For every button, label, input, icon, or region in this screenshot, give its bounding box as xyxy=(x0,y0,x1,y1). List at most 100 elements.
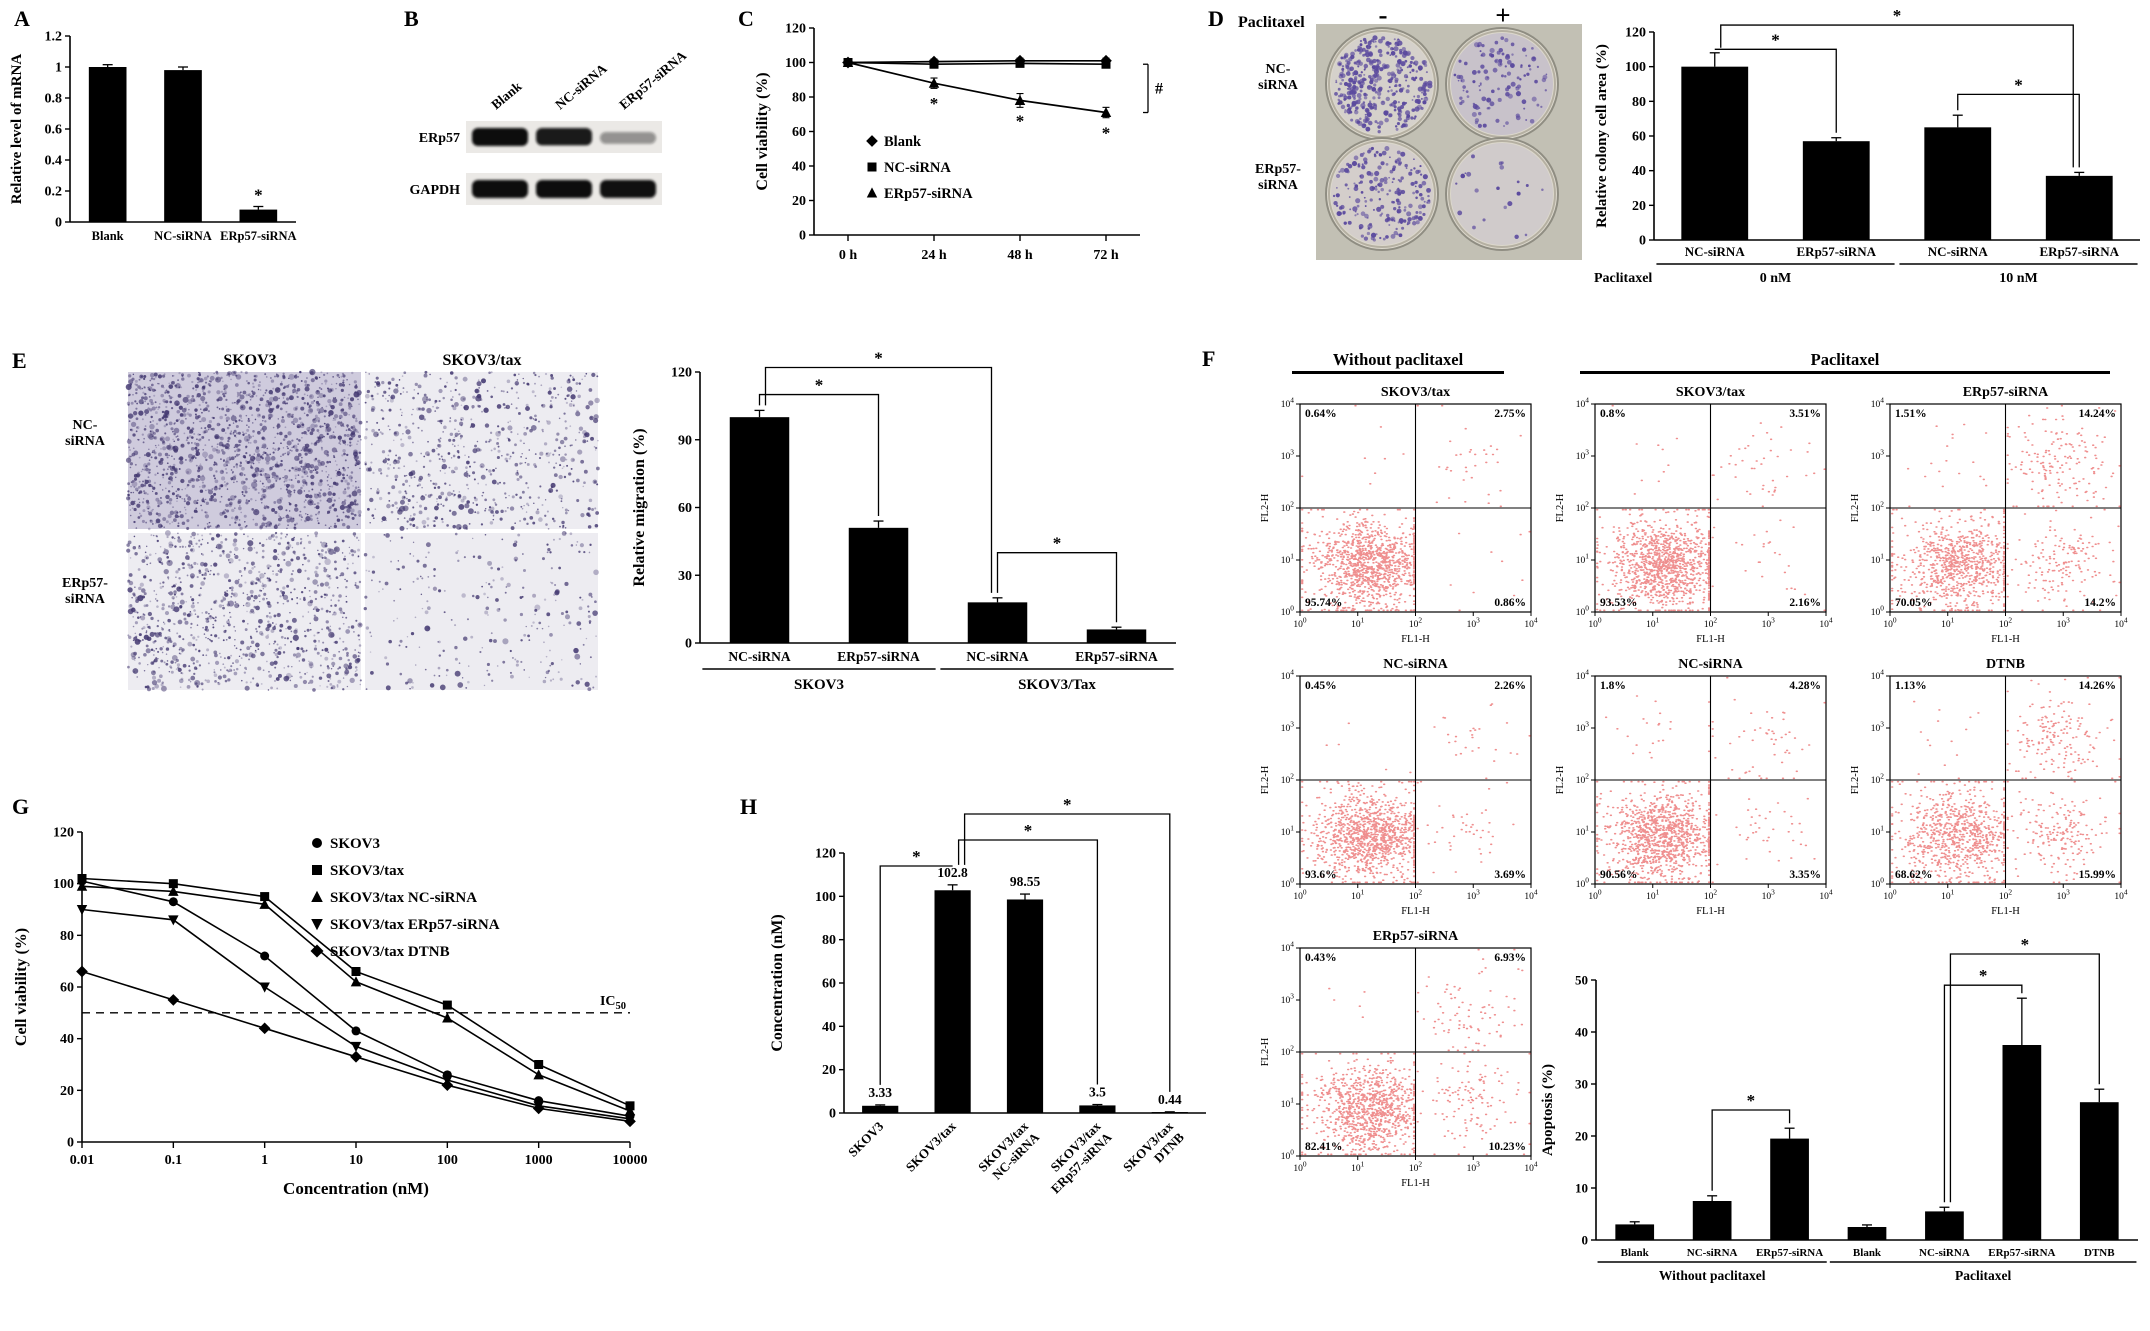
paclitaxel-minus-symbol: - xyxy=(1378,0,1388,30)
svg-text:40: 40 xyxy=(60,1032,74,1047)
blot-band xyxy=(536,128,592,146)
migration-row-label-erp57-sirna: ERp57- siRNA xyxy=(62,576,108,608)
flow-dots xyxy=(1301,703,1531,884)
svg-text:Blank: Blank xyxy=(884,134,922,150)
svg-text:SKOV3/tax ERp57-siRNA: SKOV3/tax ERp57-siRNA xyxy=(330,917,500,933)
svg-text:NC-siRNA: NC-siRNA xyxy=(1685,244,1746,259)
svg-text:*: * xyxy=(2021,935,2030,954)
svg-text:100: 100 xyxy=(1281,876,1295,890)
svg-text:ERp57-siRNA: ERp57-siRNA xyxy=(2040,244,2120,259)
panel-label-e: E xyxy=(12,348,27,373)
svg-text:103: 103 xyxy=(1467,888,1481,902)
svg-text:ERp57-siRNA: ERp57-siRNA xyxy=(837,649,920,664)
svg-text:0 nM: 0 nM xyxy=(1760,271,1792,286)
svg-text:102: 102 xyxy=(1999,616,2013,630)
svg-text:0: 0 xyxy=(799,229,806,244)
bar xyxy=(1770,1138,1809,1240)
bar xyxy=(2002,1045,2042,1240)
svg-text:*: * xyxy=(1016,111,1025,130)
panel-label-f: F xyxy=(1202,346,1216,371)
svg-text:FL2-H: FL2-H xyxy=(1850,493,1861,522)
migration-col-header-skov3tax: SKOV3/tax xyxy=(442,352,522,369)
bar xyxy=(2079,1102,2119,1240)
blot-band xyxy=(600,132,656,144)
svg-text:FL1-H: FL1-H xyxy=(1401,906,1430,917)
svg-text:95.74%: 95.74% xyxy=(1305,597,1342,609)
svg-text:10.23%: 10.23% xyxy=(1489,1141,1526,1153)
colony-area-bar-chart: 0 20 40 60 80 100 120 Relative colony cell area… xyxy=(1594,6,2140,286)
svg-text:103: 103 xyxy=(1871,448,1885,462)
svg-text:FL1-H: FL1-H xyxy=(1696,906,1725,917)
svg-text:100: 100 xyxy=(1625,60,1646,75)
svg-text:50: 50 xyxy=(1575,973,1588,988)
panel-label-b: B xyxy=(404,6,419,31)
bar xyxy=(848,527,909,643)
bar xyxy=(862,1105,899,1113)
colony-row-label-erp57-sirna: ERp57- siRNA xyxy=(1255,162,1301,194)
svg-text:120: 120 xyxy=(785,22,806,37)
svg-text:FL2-H: FL2-H xyxy=(1850,765,1861,794)
svg-text:Paclitaxel: Paclitaxel xyxy=(1955,1268,2011,1283)
svg-text:0.86%: 0.86% xyxy=(1494,597,1526,609)
svg-text:101: 101 xyxy=(1281,824,1295,838)
svg-text:90.56%: 90.56% xyxy=(1600,869,1637,881)
bar xyxy=(1924,127,1992,240)
svg-text:Blank: Blank xyxy=(92,229,124,243)
svg-text:101: 101 xyxy=(1871,552,1885,566)
svg-text:103: 103 xyxy=(1871,720,1885,734)
svg-text:Blank: Blank xyxy=(488,78,524,112)
svg-text:ERp57-siRNA: ERp57-siRNA xyxy=(1988,1247,2055,1259)
svg-text:103: 103 xyxy=(1576,720,1590,734)
bar xyxy=(1079,1105,1116,1113)
svg-text:60: 60 xyxy=(60,981,74,996)
flow-dots xyxy=(1891,404,2121,612)
svg-text:102: 102 xyxy=(1704,888,1718,902)
svg-text:100: 100 xyxy=(1871,876,1885,890)
svg-text:0.6: 0.6 xyxy=(45,123,63,138)
svg-text:1.51%: 1.51% xyxy=(1895,408,1927,420)
svg-text:GAPDH: GAPDH xyxy=(409,183,460,198)
svg-text:103: 103 xyxy=(1467,1160,1481,1174)
svg-text:SKOV3/Tax: SKOV3/Tax xyxy=(1018,677,1096,693)
svg-text:ERp57-siRNA: ERp57-siRNA xyxy=(1963,385,2049,400)
flow-dots xyxy=(1596,404,1826,612)
svg-text:100: 100 xyxy=(1871,604,1885,618)
svg-text:0.43%: 0.43% xyxy=(1305,952,1337,964)
svg-text:*: * xyxy=(1747,1091,1756,1110)
dose-response-chart: 0 20 40 60 80 100 120 Cell viability (%) 0.01 0.1… xyxy=(13,826,648,1199)
svg-text:72 h: 72 h xyxy=(1093,248,1119,263)
svg-text:4.28%: 4.28% xyxy=(1789,680,1821,692)
svg-text:FL1-H: FL1-H xyxy=(1991,906,2020,917)
svg-text:100: 100 xyxy=(53,877,74,892)
svg-text:100: 100 xyxy=(1293,888,1307,902)
svg-text:1: 1 xyxy=(55,61,62,76)
svg-text:NC-siRNA: NC-siRNA xyxy=(884,160,951,176)
svg-text:SKOV3/tax: SKOV3/tax xyxy=(330,863,405,879)
svg-text:100: 100 xyxy=(1281,604,1295,618)
paclitaxel-treatment-label: Paclitaxel xyxy=(1238,14,1305,31)
svg-text:103: 103 xyxy=(2057,616,2071,630)
svg-text:120: 120 xyxy=(671,366,692,381)
svg-text:3.35%: 3.35% xyxy=(1789,869,1821,881)
svg-text:102: 102 xyxy=(1281,1044,1295,1058)
flow-dots xyxy=(1596,676,1826,884)
migration-row-label-nc-sirna: NC- siRNA xyxy=(65,418,105,450)
svg-text:102: 102 xyxy=(1871,500,1885,514)
svg-text:101: 101 xyxy=(1351,1160,1365,1174)
svg-text:*: * xyxy=(1053,534,1062,553)
svg-text:*: * xyxy=(1771,30,1780,49)
colony-row-label-nc-sirna: NC- siRNA xyxy=(1258,62,1298,94)
svg-text:103: 103 xyxy=(1281,720,1295,734)
svg-text:3.69%: 3.69% xyxy=(1494,869,1526,881)
svg-text:NC-siRNA: NC-siRNA xyxy=(1678,657,1743,672)
svg-text:80: 80 xyxy=(1632,95,1646,110)
bar xyxy=(88,67,127,222)
svg-text:10: 10 xyxy=(1575,1181,1588,1196)
svg-text:102: 102 xyxy=(1281,772,1295,786)
svg-text:NC-siRNA: NC-siRNA xyxy=(1928,244,1989,259)
svg-text:40: 40 xyxy=(792,160,806,175)
panel-label-d: D xyxy=(1208,6,1224,31)
svg-text:Concentration (nM): Concentration (nM) xyxy=(283,1179,429,1198)
